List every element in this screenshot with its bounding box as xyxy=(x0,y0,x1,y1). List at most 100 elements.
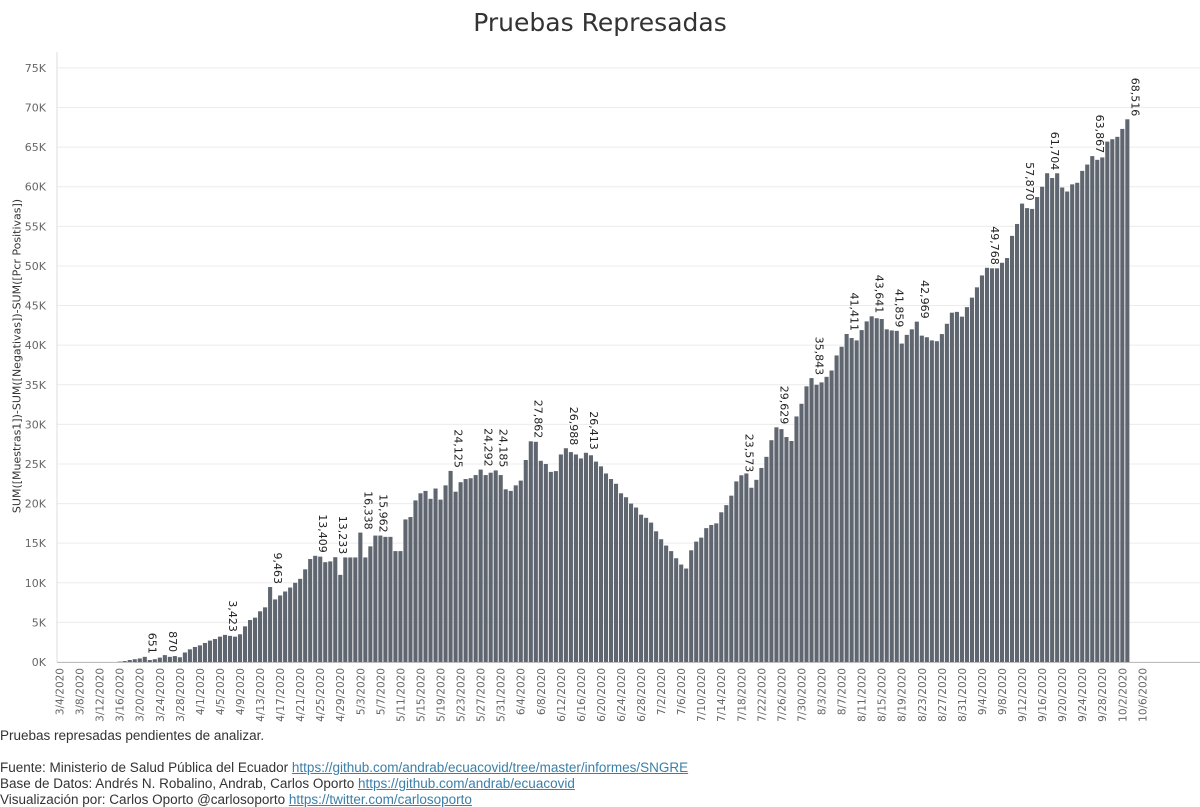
x-tick-label: 6/8/2020 xyxy=(536,668,548,715)
bar xyxy=(403,519,408,662)
bar xyxy=(132,659,137,662)
data-label: 870 xyxy=(166,631,179,652)
bar xyxy=(674,558,679,662)
x-tick-label: 3/16/2020 xyxy=(115,668,127,722)
x-tick-label: 5/3/2020 xyxy=(355,668,367,715)
data-label: 16,338 xyxy=(361,491,374,530)
footer-database: Base de Datos: Andrés N. Robalino, Andra… xyxy=(0,776,575,791)
bar xyxy=(964,307,969,662)
data-label: 63,867 xyxy=(1093,115,1106,154)
bar xyxy=(293,582,298,662)
bar xyxy=(147,660,152,662)
y-tick-label: 15K xyxy=(25,537,47,550)
x-tick-label: 7/2/2020 xyxy=(656,668,668,715)
bar xyxy=(192,646,197,662)
bar xyxy=(694,541,699,662)
bar xyxy=(829,370,834,662)
bars xyxy=(117,119,1130,663)
bar xyxy=(794,416,799,662)
x-tick-label: 5/19/2020 xyxy=(436,668,448,722)
bar xyxy=(769,440,774,662)
bar xyxy=(809,378,814,662)
footer-note: Pruebas represadas pendientes de analiza… xyxy=(0,728,265,743)
y-tick-label: 35K xyxy=(25,379,47,392)
data-label: 651 xyxy=(146,633,159,654)
bar xyxy=(1035,197,1040,662)
bar xyxy=(649,522,654,662)
bar xyxy=(699,537,704,662)
bar xyxy=(849,338,854,662)
source-link[interactable]: https://github.com/andrab/ecuacovid/tree… xyxy=(291,760,689,775)
bar xyxy=(759,467,764,662)
bar xyxy=(248,620,253,662)
bar xyxy=(954,311,959,662)
x-tick-label: 7/18/2020 xyxy=(736,668,748,722)
bar xyxy=(127,660,132,662)
bar xyxy=(578,458,583,662)
data-label: 15,962 xyxy=(376,494,389,533)
bar xyxy=(303,569,308,662)
bar xyxy=(523,460,528,662)
twitter-link[interactable]: https://twitter.com/carlosoporto xyxy=(288,792,472,807)
bar xyxy=(378,535,383,662)
y-tick-label: 5K xyxy=(32,616,47,629)
bar xyxy=(1065,191,1070,663)
x-tick-label: 8/3/2020 xyxy=(817,668,829,715)
bar xyxy=(859,330,864,662)
bar xyxy=(864,321,869,662)
bar xyxy=(533,441,538,662)
data-label: 26,988 xyxy=(567,407,580,446)
bar xyxy=(553,471,558,662)
bar xyxy=(654,531,659,662)
bar xyxy=(1025,208,1030,662)
bar xyxy=(804,386,809,662)
x-tick-label: 7/14/2020 xyxy=(716,668,728,722)
y-tick-label: 25K xyxy=(25,458,47,471)
x-tick-label: 9/4/2020 xyxy=(977,668,989,715)
bar xyxy=(162,655,167,662)
bar xyxy=(924,337,929,662)
x-tick-label: 4/29/2020 xyxy=(335,668,347,722)
bar xyxy=(919,335,924,662)
bar xyxy=(142,656,147,662)
x-tick-label: 7/22/2020 xyxy=(756,668,768,722)
bar xyxy=(789,441,794,662)
y-tick-label: 20K xyxy=(25,498,47,511)
y-tick-label: 70K xyxy=(25,102,47,115)
database-link[interactable]: https://github.com/andrab/ecuacovid xyxy=(357,776,575,791)
y-tick-label: 0K xyxy=(32,656,47,669)
bar xyxy=(899,343,904,662)
bar xyxy=(458,482,463,662)
x-tick-label: 10/6/2020 xyxy=(1137,668,1149,722)
bar xyxy=(548,471,553,662)
x-tick-label: 9/20/2020 xyxy=(1057,668,1069,722)
bar xyxy=(358,532,363,662)
bar xyxy=(182,652,187,662)
x-tick-label: 3/4/2020 xyxy=(55,668,67,715)
bar xyxy=(939,334,944,662)
bar xyxy=(1115,136,1120,662)
bar xyxy=(1040,186,1045,663)
bar xyxy=(749,487,754,662)
bar xyxy=(353,557,358,662)
bar xyxy=(528,441,533,662)
bar xyxy=(423,490,428,662)
bar xyxy=(202,642,207,662)
bar xyxy=(754,479,759,662)
data-label: 49,768 xyxy=(988,226,1001,265)
bar xyxy=(1100,157,1105,662)
bar xyxy=(408,517,413,662)
bar xyxy=(664,545,669,662)
bar xyxy=(313,555,318,662)
x-tick-label: 9/12/2020 xyxy=(1017,668,1029,722)
bar xyxy=(167,656,172,662)
data-label: 61,704 xyxy=(1048,132,1061,171)
bar xyxy=(634,507,639,662)
bar xyxy=(1010,235,1015,662)
bar xyxy=(779,429,784,662)
bar xyxy=(704,528,709,662)
bar xyxy=(508,490,513,662)
bar xyxy=(839,346,844,662)
bar xyxy=(844,333,849,662)
bar xyxy=(152,659,157,662)
